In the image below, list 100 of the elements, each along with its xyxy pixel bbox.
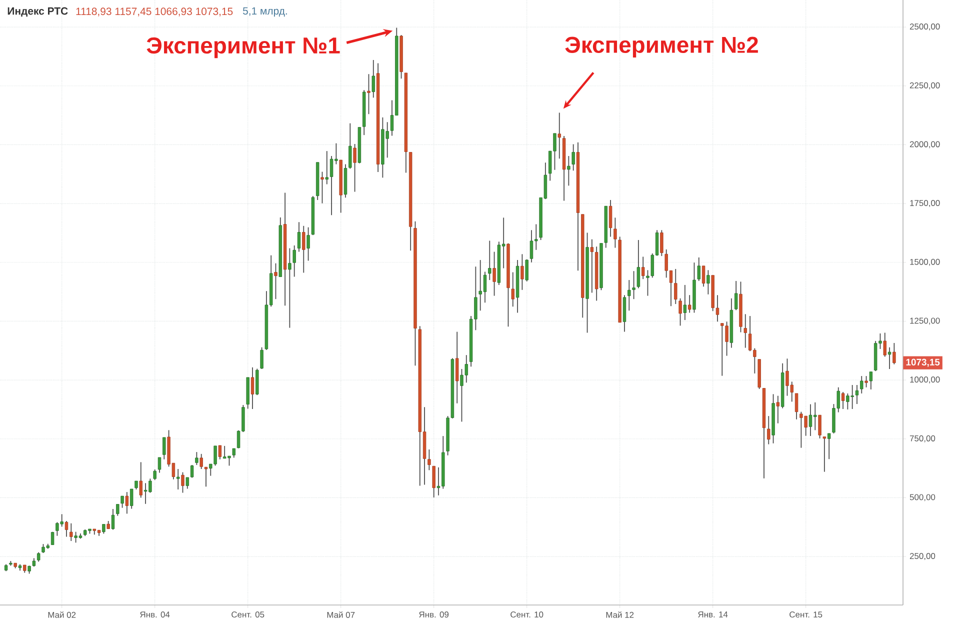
candlestick <box>860 376 864 394</box>
annotation: Эксперимент №1 <box>146 37 340 58</box>
candlestick <box>488 240 492 280</box>
x-tick-label: Май 12 <box>606 612 634 618</box>
x-tick-label: Янв. 04 <box>140 612 170 618</box>
candlestick <box>455 331 459 404</box>
y-tick-label: 250,00 <box>910 553 936 560</box>
candlestick <box>325 150 328 185</box>
x-tick-label: Сент. 10 <box>510 612 544 618</box>
candlestick <box>353 144 356 192</box>
candlestick <box>139 462 142 498</box>
candlestick <box>302 225 306 274</box>
candlestick <box>64 520 68 538</box>
y-tick-label: 2000,00 <box>910 141 940 148</box>
candlestick <box>697 256 700 282</box>
candlestick <box>678 298 682 326</box>
candlestick <box>822 436 826 472</box>
candlestick <box>125 492 129 514</box>
candlestick <box>855 384 859 404</box>
annotation: Эксперимент №2 <box>565 36 758 58</box>
candlestick <box>372 60 375 98</box>
candlestick <box>674 268 678 304</box>
candlestick <box>841 392 845 410</box>
candlestick <box>628 280 631 312</box>
candlestick <box>120 496 124 508</box>
candlestick <box>260 346 264 370</box>
x-tick-label: Май 02 <box>48 612 76 618</box>
candlestick <box>37 552 40 562</box>
candlestick <box>660 230 664 256</box>
candlestick <box>734 280 738 311</box>
text: 1118,93 1157,45 1066,93 1073,15 <box>76 8 233 16</box>
x-tick-label: Янв. 09 <box>419 612 449 618</box>
candlestick <box>102 524 106 534</box>
candlestick <box>636 240 640 289</box>
text: Индекс РТС <box>8 7 68 17</box>
candlestick <box>827 433 831 460</box>
y-tick-label: 1500,00 <box>910 258 940 266</box>
candlestick <box>181 472 184 494</box>
candlestick <box>688 294 692 314</box>
candlestick <box>320 171 324 204</box>
candlestick <box>706 270 710 295</box>
y-tick-label: 1250,00 <box>910 318 940 325</box>
candlestick <box>306 226 310 262</box>
candlestick <box>641 256 645 280</box>
candlestick <box>195 452 198 466</box>
candlestick <box>176 468 180 490</box>
candlestick <box>162 437 166 460</box>
annotation: 1073,15 <box>906 358 940 367</box>
x-tick-label: Янв. 14 <box>698 612 728 618</box>
candlestick <box>525 258 528 282</box>
y-tick-label: 2250,00 <box>910 82 940 90</box>
candlestick <box>158 457 162 474</box>
candlestick <box>883 332 886 358</box>
candlestick <box>218 445 222 460</box>
candlestick <box>683 284 687 320</box>
candlestick <box>292 244 296 278</box>
y-tick-label: 1000,00 <box>910 376 940 384</box>
candlestick <box>153 469 156 480</box>
candlestick <box>297 222 301 252</box>
y-tick-label: 750,00 <box>910 435 936 442</box>
candlestick <box>511 272 514 308</box>
candlestick <box>608 200 612 238</box>
candlestick <box>864 376 868 388</box>
candlestick <box>204 466 208 488</box>
candlestick <box>567 156 570 186</box>
candlestick <box>348 122 352 170</box>
candlestick <box>558 112 561 160</box>
candlestick <box>632 270 636 300</box>
candlestick <box>432 466 436 498</box>
candlestick <box>274 262 278 300</box>
candlestick <box>111 508 115 530</box>
candlestick <box>130 488 134 510</box>
candlestick <box>892 342 896 365</box>
annotation: 5,1 млрд. <box>242 7 287 17</box>
candlestick <box>614 217 617 248</box>
candlestick <box>776 395 780 424</box>
candlestick <box>50 531 54 546</box>
candlestick <box>70 522 73 542</box>
x-tick-label: Сент. 15 <box>790 612 822 618</box>
candlestick <box>492 251 496 296</box>
candlestick <box>200 453 203 470</box>
candlestick <box>428 449 431 471</box>
y-tick-label: 1750,00 <box>910 200 940 208</box>
candlestick <box>744 314 747 348</box>
y-tick-label: 500,00 <box>910 494 936 502</box>
candlestick <box>794 392 798 420</box>
candlestick <box>116 504 120 516</box>
candlestick <box>256 368 259 396</box>
candlestick <box>767 416 770 445</box>
candlestick <box>367 74 370 115</box>
candlestick <box>888 346 892 370</box>
candlestick <box>869 371 873 390</box>
candlestick <box>702 265 706 288</box>
candlestick <box>818 414 822 439</box>
candlestick <box>288 248 292 328</box>
candlestick <box>520 254 524 290</box>
candlestick <box>572 144 575 172</box>
candlestick <box>250 366 254 410</box>
y-tick-label: 2500,00 <box>910 24 940 31</box>
candlestick <box>232 448 236 458</box>
